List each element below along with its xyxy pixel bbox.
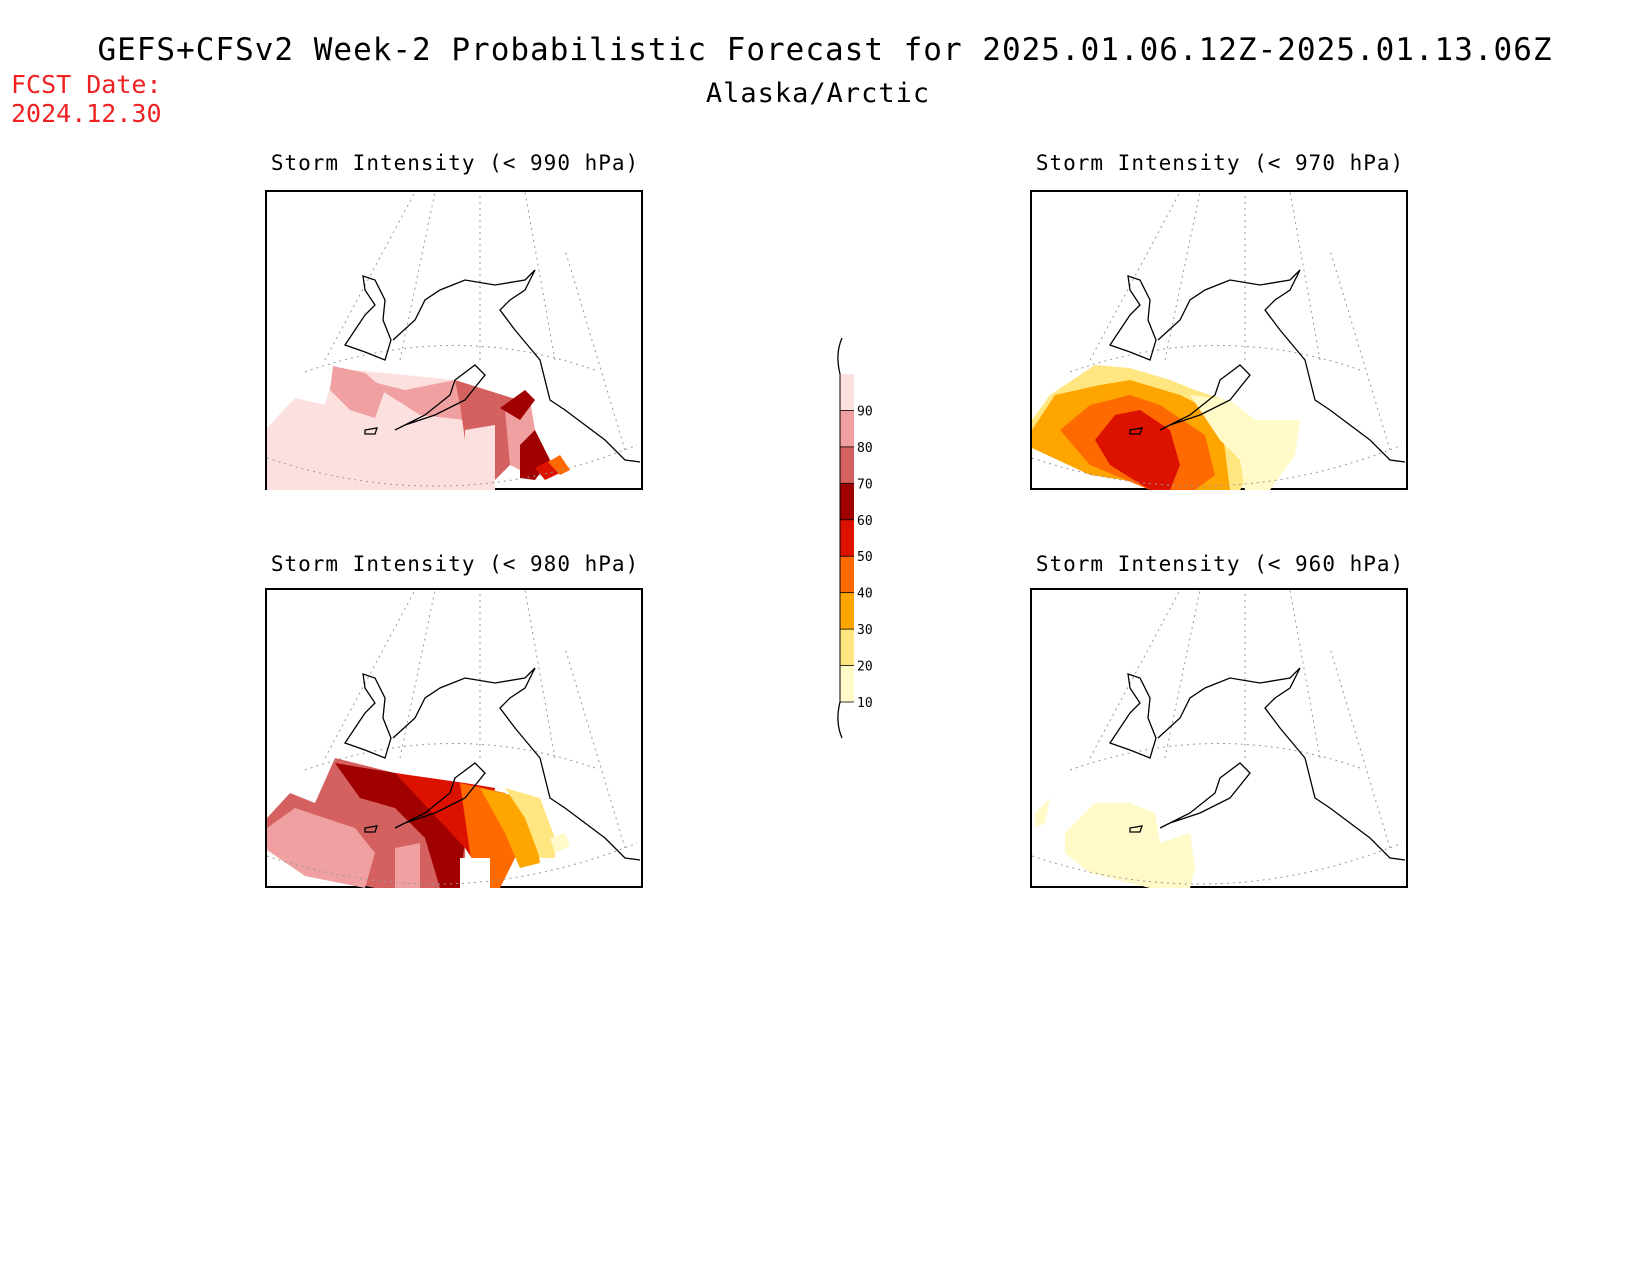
forecast-date-value: 2024.12.30 bbox=[11, 99, 162, 128]
colorbar-swatch bbox=[840, 446, 854, 484]
colorbar-top-cap bbox=[837, 337, 843, 375]
colorbar-swatches bbox=[840, 374, 854, 702]
map-970 bbox=[1030, 190, 1408, 490]
colorbar-swatch bbox=[840, 556, 854, 593]
colorbar-swatch bbox=[840, 665, 854, 702]
forecast-date-label: FCST Date: bbox=[11, 70, 162, 99]
graticule bbox=[1031, 589, 1403, 885]
colorbar-swatch bbox=[840, 483, 854, 520]
colorbar-label: 60 bbox=[857, 514, 873, 529]
panel-title: Storm Intensity (< 970 hPa) bbox=[1035, 151, 1405, 175]
coastline bbox=[1108, 667, 1406, 861]
forecast-date: FCST Date: 2024.12.30 bbox=[11, 70, 162, 128]
probability-shading bbox=[1035, 798, 1195, 888]
map-panel-990: Storm Intensity (< 990 hPa) bbox=[265, 148, 645, 493]
colorbar-swatch bbox=[840, 374, 854, 411]
colorbar-label: 20 bbox=[857, 660, 873, 675]
graticule bbox=[266, 191, 638, 487]
map-panel-960: Storm Intensity (< 960 hPa) bbox=[1030, 545, 1410, 890]
colorbar-label: 80 bbox=[857, 441, 873, 456]
probability-shading bbox=[267, 758, 570, 888]
colorbar-bottom-cap bbox=[837, 701, 843, 739]
coastline bbox=[343, 269, 641, 463]
graticule bbox=[1031, 191, 1403, 487]
coastline bbox=[343, 667, 641, 861]
map-990 bbox=[265, 190, 643, 490]
probability-shading bbox=[1032, 365, 1300, 490]
colorbar-labels: 10 20 30 40 50 60 70 80 90 bbox=[839, 374, 873, 711]
map-panel-970: Storm Intensity (< 970 hPa) bbox=[1030, 148, 1410, 493]
map-960 bbox=[1030, 588, 1408, 888]
page-subtitle: Alaska/Arctic bbox=[705, 78, 931, 109]
colorbar-label: 50 bbox=[857, 550, 873, 565]
colorbar: 10 20 30 40 50 60 70 80 90 bbox=[837, 337, 873, 739]
colorbar-label: 90 bbox=[857, 404, 873, 419]
coastline bbox=[1108, 269, 1406, 463]
colorbar-swatch bbox=[840, 592, 854, 630]
colorbar-label: 70 bbox=[857, 477, 873, 492]
panel-title: Storm Intensity (< 980 hPa) bbox=[270, 552, 640, 576]
colorbar-swatch bbox=[840, 519, 854, 557]
colorbar-label: 30 bbox=[857, 623, 873, 638]
colorbar-label: 10 bbox=[857, 696, 873, 711]
colorbar-label: 40 bbox=[857, 587, 873, 602]
panel-title: Storm Intensity (< 990 hPa) bbox=[270, 151, 640, 175]
map-980 bbox=[265, 588, 643, 888]
panel-title: Storm Intensity (< 960 hPa) bbox=[1035, 552, 1405, 576]
colorbar-swatch bbox=[840, 410, 854, 447]
map-panel-980: Storm Intensity (< 980 hPa) bbox=[265, 545, 645, 890]
page-title: GEFS+CFSv2 Week-2 Probabilistic Forecast… bbox=[97, 32, 1553, 68]
probability-shading bbox=[267, 366, 570, 490]
graticule bbox=[266, 589, 638, 885]
colorbar-swatch bbox=[840, 629, 854, 666]
